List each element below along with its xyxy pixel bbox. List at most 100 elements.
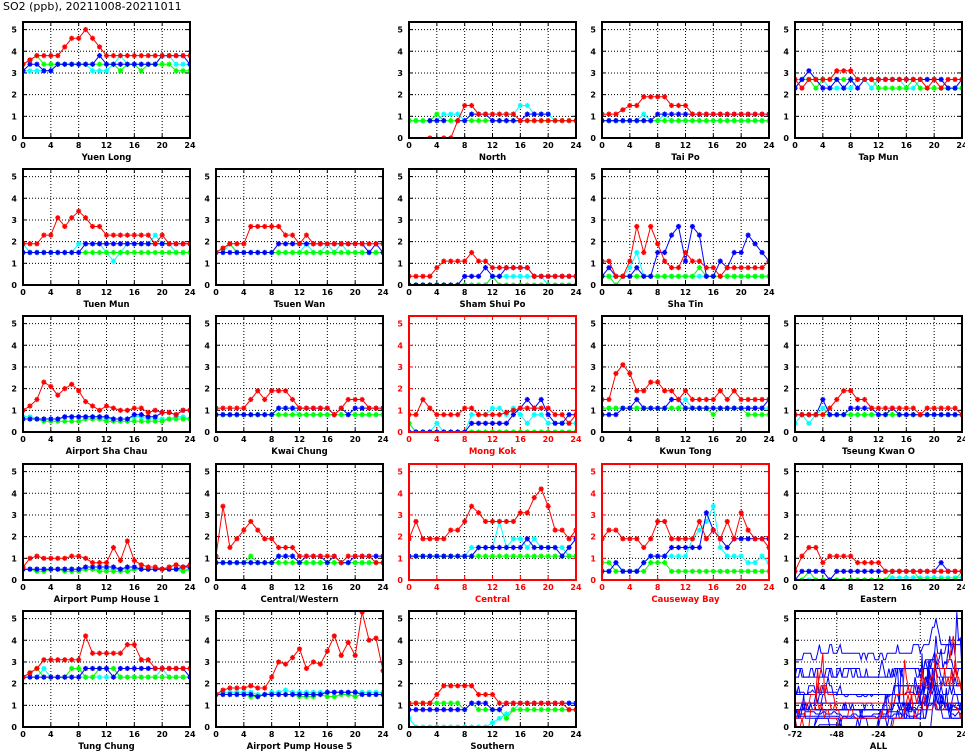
y-tick-label: 1: [783, 701, 789, 710]
data-point-blue: [138, 412, 144, 418]
data-point-red: [952, 568, 958, 574]
data-point-blue: [62, 249, 68, 256]
y-tick-label: 5: [11, 320, 17, 329]
data-point-red: [331, 633, 337, 639]
x-tick-label: 8: [76, 288, 82, 297]
data-point-blue: [848, 405, 854, 411]
data-point-blue: [662, 405, 668, 411]
data-point-green: [566, 553, 572, 559]
x-tick-label: 24: [956, 435, 965, 444]
data-point-red: [655, 518, 661, 525]
data-point-cyan: [517, 102, 523, 109]
data-point-blue: [510, 412, 516, 418]
x-tick-label: 12: [101, 141, 112, 150]
data-point-green: [166, 249, 172, 256]
data-point-blue: [276, 405, 282, 411]
data-point-cyan: [682, 396, 689, 403]
data-point-green: [482, 553, 489, 559]
data-point-green: [448, 700, 454, 706]
x-tick-label: 4: [48, 141, 54, 150]
data-point-blue: [613, 560, 619, 566]
data-point-red: [282, 544, 289, 551]
x-tick-label: 16: [708, 288, 720, 297]
plot-frame: [794, 315, 963, 433]
x-tick-label: 24: [763, 435, 775, 444]
data-point-blue: [689, 544, 696, 551]
panel-title: Sha Tin: [668, 300, 704, 310]
data-point-blue: [745, 536, 751, 542]
data-point-blue: [41, 674, 47, 680]
data-point-red: [173, 412, 179, 418]
data-point-red: [675, 396, 682, 403]
data-point-blue: [703, 510, 709, 516]
data-point-red: [110, 232, 117, 238]
y-tick-label: 2: [204, 385, 210, 394]
data-point-blue: [868, 568, 875, 574]
data-point-green: [731, 273, 737, 279]
y-tick-label: 2: [397, 238, 403, 247]
data-point-blue: [848, 568, 854, 574]
data-point-red: [331, 412, 337, 418]
data-point-red: [606, 258, 612, 264]
data-point-green: [724, 568, 730, 574]
y-tick-label: 2: [11, 680, 17, 689]
data-point-red: [861, 560, 868, 566]
data-point-red: [145, 409, 151, 416]
data-point-green: [724, 273, 730, 279]
data-point-green: [352, 412, 358, 418]
data-point-blue: [124, 416, 130, 422]
data-point-blue: [827, 85, 833, 91]
data-point-red: [62, 44, 68, 50]
data-point-blue: [131, 665, 137, 672]
x-tick-label: 8: [848, 141, 854, 150]
panel-title: Yuen Long: [81, 153, 132, 163]
x-tick-label: 24: [184, 730, 196, 739]
data-point-green: [83, 674, 89, 680]
data-point-red: [848, 388, 854, 394]
data-point-blue: [103, 564, 110, 570]
data-point-green: [648, 560, 654, 566]
data-point-blue: [475, 700, 482, 706]
data-point-blue: [96, 53, 103, 59]
data-point-red: [124, 642, 130, 648]
data-point-blue: [641, 560, 647, 566]
data-point-red: [696, 518, 703, 525]
data-point-blue: [827, 412, 833, 418]
y-tick-label: 3: [397, 216, 403, 225]
x-tick-label: 8: [848, 583, 854, 592]
x-tick-label: 16: [901, 583, 913, 592]
plot-frame: [22, 315, 191, 433]
data-point-green: [682, 568, 689, 574]
data-point-green: [41, 61, 47, 67]
data-point-red: [889, 76, 896, 83]
data-point-red: [496, 412, 503, 418]
x-tick-label: 20: [543, 583, 555, 592]
data-point-red: [103, 232, 110, 238]
y-tick-label: 2: [783, 680, 789, 689]
data-point-red: [48, 53, 54, 59]
series-red: [795, 68, 962, 91]
data-point-green: [76, 418, 82, 424]
data-point-red: [482, 258, 489, 264]
data-point-red: [310, 405, 317, 411]
data-point-red: [475, 412, 482, 418]
data-point-red: [503, 409, 510, 416]
x-tick-label: 4: [627, 288, 633, 297]
data-point-red: [745, 265, 751, 271]
y-tick-label: 0: [397, 134, 403, 143]
data-point-red: [317, 553, 323, 559]
x-tick-label: 24: [184, 288, 196, 297]
data-point-blue: [41, 68, 47, 74]
data-point-blue: [338, 689, 344, 695]
data-point-green: [552, 553, 558, 559]
y-tick-label: 5: [397, 26, 403, 35]
data-point-cyan: [524, 420, 530, 426]
data-point-blue: [606, 412, 612, 418]
data-point-red: [55, 215, 61, 221]
data-point-red: [359, 396, 365, 403]
data-point-red: [173, 241, 179, 247]
x-tick-label: -24: [871, 730, 886, 739]
data-point-blue: [220, 691, 226, 698]
data-point-red: [552, 527, 558, 533]
data-point-green: [83, 249, 89, 256]
